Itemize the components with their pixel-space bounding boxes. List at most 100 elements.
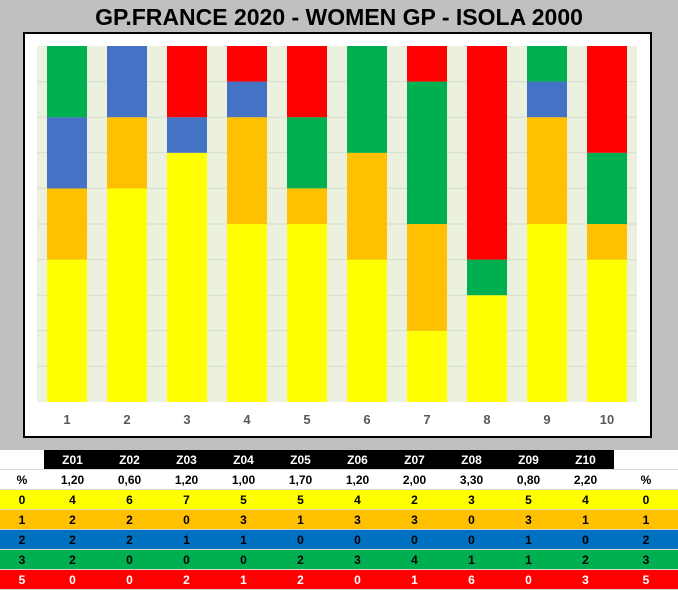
count-cell: 0 bbox=[443, 529, 500, 550]
count-cell: 0 bbox=[44, 569, 101, 590]
table-header-row: Z01 Z02 Z03 Z04 Z05 Z06 Z07 Z08 Z09 Z10 bbox=[0, 450, 678, 470]
average-cell: 2,20 bbox=[557, 469, 614, 490]
score-label: 0 bbox=[614, 489, 678, 510]
x-tick-label: 9 bbox=[543, 412, 550, 427]
count-cell: 6 bbox=[101, 489, 158, 510]
count-cell: 5 bbox=[215, 489, 272, 510]
count-cell: 2 bbox=[44, 549, 101, 570]
bar-segment-10-score-1 bbox=[587, 224, 627, 260]
column-header: Z02 bbox=[101, 450, 158, 470]
bar-segment-6-score-1 bbox=[347, 152, 387, 260]
score-label: 0 bbox=[0, 489, 44, 510]
count-cell: 1 bbox=[272, 509, 329, 530]
count-cell: 3 bbox=[215, 509, 272, 530]
count-cell: 0 bbox=[101, 569, 158, 590]
column-header bbox=[614, 450, 678, 470]
bar-segment-5-score-5 bbox=[287, 46, 327, 118]
bar-segment-8-score-3 bbox=[467, 259, 507, 296]
score-label: 3 bbox=[614, 549, 678, 570]
count-cell: 5 bbox=[500, 489, 557, 510]
average-cell: 1,70 bbox=[272, 469, 329, 490]
score-label: 1 bbox=[0, 509, 44, 530]
bar-segment-7-score-1 bbox=[407, 224, 447, 331]
bar-segment-3-score-0 bbox=[167, 152, 207, 402]
count-cell: 2 bbox=[272, 549, 329, 570]
count-cell: 0 bbox=[158, 549, 215, 570]
count-cell: 0 bbox=[500, 569, 557, 590]
count-cell: 6 bbox=[443, 569, 500, 590]
average-cell: 0,80 bbox=[500, 469, 557, 490]
score-label: 1 bbox=[614, 509, 678, 530]
average-cell: 2,00 bbox=[386, 469, 443, 490]
bar-segment-4-score-0 bbox=[227, 224, 267, 402]
count-cell: 0 bbox=[158, 509, 215, 530]
count-cell: 0 bbox=[329, 529, 386, 550]
x-tick-label: 7 bbox=[423, 412, 430, 427]
bar-segment-8-score-5 bbox=[467, 46, 507, 260]
column-header: Z01 bbox=[44, 450, 101, 470]
bar-segment-8-score-0 bbox=[467, 295, 507, 402]
bar-segment-4-score-2 bbox=[227, 81, 267, 118]
count-cell: 5 bbox=[272, 489, 329, 510]
count-cell: 1 bbox=[215, 529, 272, 550]
count-cell: 2 bbox=[158, 569, 215, 590]
bar-segment-4-score-5 bbox=[227, 46, 267, 82]
count-cell: 3 bbox=[386, 509, 443, 530]
count-cell: 0 bbox=[443, 509, 500, 530]
bar-segment-7-score-0 bbox=[407, 330, 447, 402]
bar-segment-7-score-3 bbox=[407, 81, 447, 224]
column-header: Z05 bbox=[272, 450, 329, 470]
count-cell: 7 bbox=[158, 489, 215, 510]
bar-segment-2-score-2 bbox=[107, 46, 147, 118]
score-label: 2 bbox=[614, 529, 678, 550]
bar-segment-5-score-3 bbox=[287, 117, 327, 189]
column-header: Z09 bbox=[500, 450, 557, 470]
bar-segment-6-score-0 bbox=[347, 259, 387, 402]
average-cell: 1,20 bbox=[329, 469, 386, 490]
count-cell: 3 bbox=[500, 509, 557, 530]
table-average-row: % 1,20 0,60 1,20 1,00 1,70 1,20 2,00 3,30 0,80 2,2… bbox=[0, 469, 678, 490]
bar-segment-3-score-5 bbox=[167, 46, 207, 118]
count-cell: 2 bbox=[101, 529, 158, 550]
stacked-bar-chart: 1 2 3 4 5 6 7 8 9 10 bbox=[37, 46, 637, 427]
score-label: 2 bbox=[0, 529, 44, 550]
bar-segment-5-score-0 bbox=[287, 224, 327, 402]
average-cell: 1,20 bbox=[44, 469, 101, 490]
count-cell: 1 bbox=[215, 569, 272, 590]
bar-segment-1-score-2 bbox=[47, 117, 87, 189]
x-tick-label: 4 bbox=[243, 412, 251, 427]
count-cell: 4 bbox=[557, 489, 614, 510]
count-cell: 0 bbox=[215, 549, 272, 570]
average-cell: % bbox=[614, 469, 678, 490]
count-cell: 0 bbox=[101, 549, 158, 570]
average-cell: 1,00 bbox=[215, 469, 272, 490]
count-cell: 3 bbox=[329, 509, 386, 530]
score-label: 3 bbox=[0, 549, 44, 570]
bar-segment-10-score-5 bbox=[587, 46, 627, 153]
bar-segment-9-score-1 bbox=[527, 117, 567, 224]
score-label: 5 bbox=[0, 569, 44, 590]
average-cell: 3,30 bbox=[443, 469, 500, 490]
bar-segment-10-score-0 bbox=[587, 259, 627, 402]
count-cell: 2 bbox=[386, 489, 443, 510]
count-cell: 3 bbox=[329, 549, 386, 570]
x-tick-label: 1 bbox=[63, 412, 70, 427]
count-cell: 1 bbox=[386, 569, 443, 590]
bar-segment-5-score-1 bbox=[287, 188, 327, 224]
chart-title: GP.FRANCE 2020 - WOMEN GP - ISOLA 2000 bbox=[95, 4, 583, 30]
bar-segment-9-score-2 bbox=[527, 81, 567, 118]
count-cell: 4 bbox=[44, 489, 101, 510]
score-label: 5 bbox=[614, 569, 678, 590]
average-cell: % bbox=[0, 469, 44, 490]
count-cell: 3 bbox=[443, 489, 500, 510]
count-cell: 2 bbox=[557, 549, 614, 570]
count-cell: 2 bbox=[101, 509, 158, 530]
column-header: Z03 bbox=[158, 450, 215, 470]
count-cell: 1 bbox=[500, 529, 557, 550]
count-cell: 2 bbox=[272, 569, 329, 590]
